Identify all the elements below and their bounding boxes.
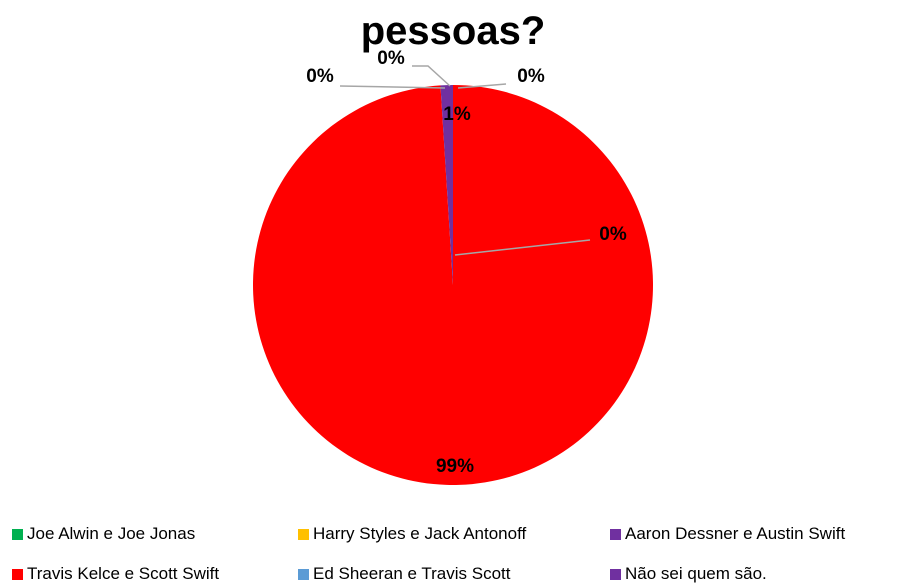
data-label-travis-kelce-e-scott-swift: 99%	[436, 456, 474, 477]
data-label-ed-sheeran-e-travis-scott: 0%	[599, 224, 627, 245]
data-label-aaron-dessner-e-austin-swift: 0%	[517, 66, 545, 87]
pie-slice-travis-kelce-e-scott-swift	[253, 84, 654, 485]
data-label-harry-styles-e-jack-antonoff: 0%	[377, 48, 405, 69]
leader-line-joe-alwin-e-joe-jonas	[339, 85, 446, 89]
data-label-nao-sei-quem-sao: 1%	[443, 104, 471, 125]
leader-lines	[339, 65, 591, 256]
data-labels: 0% 0% 0% 99% 0% 1%	[306, 48, 627, 477]
leader-line-harry-styles-e-jack-antonoff	[412, 65, 451, 87]
pie-slice-nao-sei-quem-sao	[440, 85, 453, 285]
data-label-joe-alwin-e-joe-jonas: 0%	[306, 66, 334, 87]
leader-line-aaron-dessner-e-austin-swift	[457, 83, 507, 89]
chart-title: pessoas?	[361, 9, 546, 53]
pie-slices	[253, 84, 654, 485]
leader-line-ed-sheeran-e-travis-scott	[454, 239, 591, 256]
